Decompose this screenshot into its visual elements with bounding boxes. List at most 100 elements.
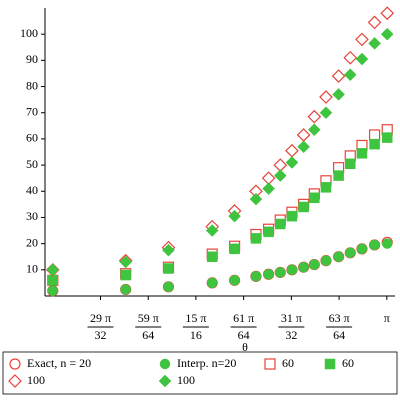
legend-marker	[9, 358, 21, 370]
point	[381, 238, 393, 249]
point	[229, 243, 240, 255]
point	[356, 243, 368, 255]
legend-label: 100	[27, 373, 45, 387]
y-tick-label: 100	[20, 26, 38, 40]
legend-label: 100	[177, 373, 195, 387]
y-tick-label: 50	[26, 157, 38, 171]
point	[47, 275, 59, 286]
x-axis-label: θ	[242, 340, 248, 354]
point	[206, 251, 218, 262]
y-tick-label: 40	[26, 183, 38, 197]
point	[319, 90, 333, 104]
point	[333, 251, 344, 262]
legend-label: 60	[342, 356, 354, 370]
point	[250, 271, 262, 282]
y-tick-label: 20	[26, 235, 38, 249]
point	[355, 32, 369, 47]
point	[285, 143, 299, 158]
point	[163, 263, 174, 274]
point	[345, 158, 356, 170]
point	[249, 192, 263, 206]
point	[380, 6, 395, 21]
point	[275, 267, 286, 278]
point	[120, 284, 131, 295]
point	[228, 209, 241, 223]
y-tick-label: 30	[26, 209, 38, 223]
point	[206, 277, 218, 289]
legend-marker	[8, 374, 22, 388]
point	[285, 156, 299, 169]
x-tick-denominator: 32	[285, 328, 297, 342]
x-tick-label: 61 π	[233, 311, 254, 325]
point	[263, 269, 274, 280]
point	[319, 106, 333, 120]
point	[229, 275, 240, 286]
point	[307, 123, 321, 137]
point	[355, 52, 369, 66]
point	[368, 36, 381, 50]
y-tick-label: 70	[26, 104, 38, 118]
point	[262, 182, 275, 196]
point	[331, 69, 346, 83]
point	[298, 261, 309, 273]
point	[163, 281, 174, 293]
x-tick-label: 15 π	[185, 311, 206, 325]
point	[368, 129, 381, 141]
point	[307, 109, 322, 124]
point	[369, 138, 380, 150]
legend-marker	[324, 358, 336, 370]
legend-marker	[158, 374, 172, 388]
point	[345, 247, 356, 259]
point	[286, 264, 298, 276]
y-tick-label: 10	[26, 262, 38, 276]
legend-box	[2, 351, 398, 395]
x-tick-label: 29 π	[90, 311, 111, 325]
x-tick-denominator: 16	[190, 328, 202, 342]
point	[47, 285, 59, 297]
y-tick-label: 80	[26, 78, 38, 92]
point	[119, 255, 133, 269]
y-tick-label: 90	[26, 52, 38, 66]
legend-label: Interp. n=20	[177, 356, 236, 370]
x-tick-label: π	[384, 311, 390, 325]
point	[320, 182, 332, 193]
x-tick-denominator: 64	[333, 328, 345, 342]
point	[309, 259, 320, 270]
legend-marker	[159, 358, 171, 370]
point	[296, 128, 311, 142]
x-tick-denominator: 64	[238, 328, 250, 342]
legend-label: Exact, n = 20	[27, 356, 91, 370]
point	[205, 224, 219, 237]
x-tick-label: 63 π	[329, 311, 350, 325]
legend-marker	[264, 358, 276, 370]
point	[298, 201, 309, 213]
point	[263, 226, 274, 238]
point	[309, 192, 320, 204]
point	[273, 169, 287, 182]
point	[162, 243, 175, 257]
point	[343, 68, 357, 82]
point	[275, 218, 286, 230]
point	[381, 132, 393, 143]
point	[297, 140, 310, 154]
point	[120, 269, 131, 281]
x-tick-denominator: 32	[95, 328, 107, 342]
point	[286, 210, 298, 222]
point	[250, 233, 262, 244]
legend-label: 60	[282, 356, 294, 370]
y-tick-label: 60	[26, 131, 38, 145]
point	[332, 88, 345, 101]
x-tick-label: 31 π	[281, 311, 302, 325]
x-tick-denominator: 64	[142, 328, 154, 342]
point	[367, 15, 382, 30]
point	[333, 170, 344, 181]
point	[46, 263, 60, 277]
x-tick-label: 59 π	[138, 311, 159, 325]
point	[369, 239, 380, 251]
point	[356, 148, 368, 159]
point	[320, 255, 332, 266]
point	[343, 50, 358, 65]
point	[380, 27, 394, 41]
